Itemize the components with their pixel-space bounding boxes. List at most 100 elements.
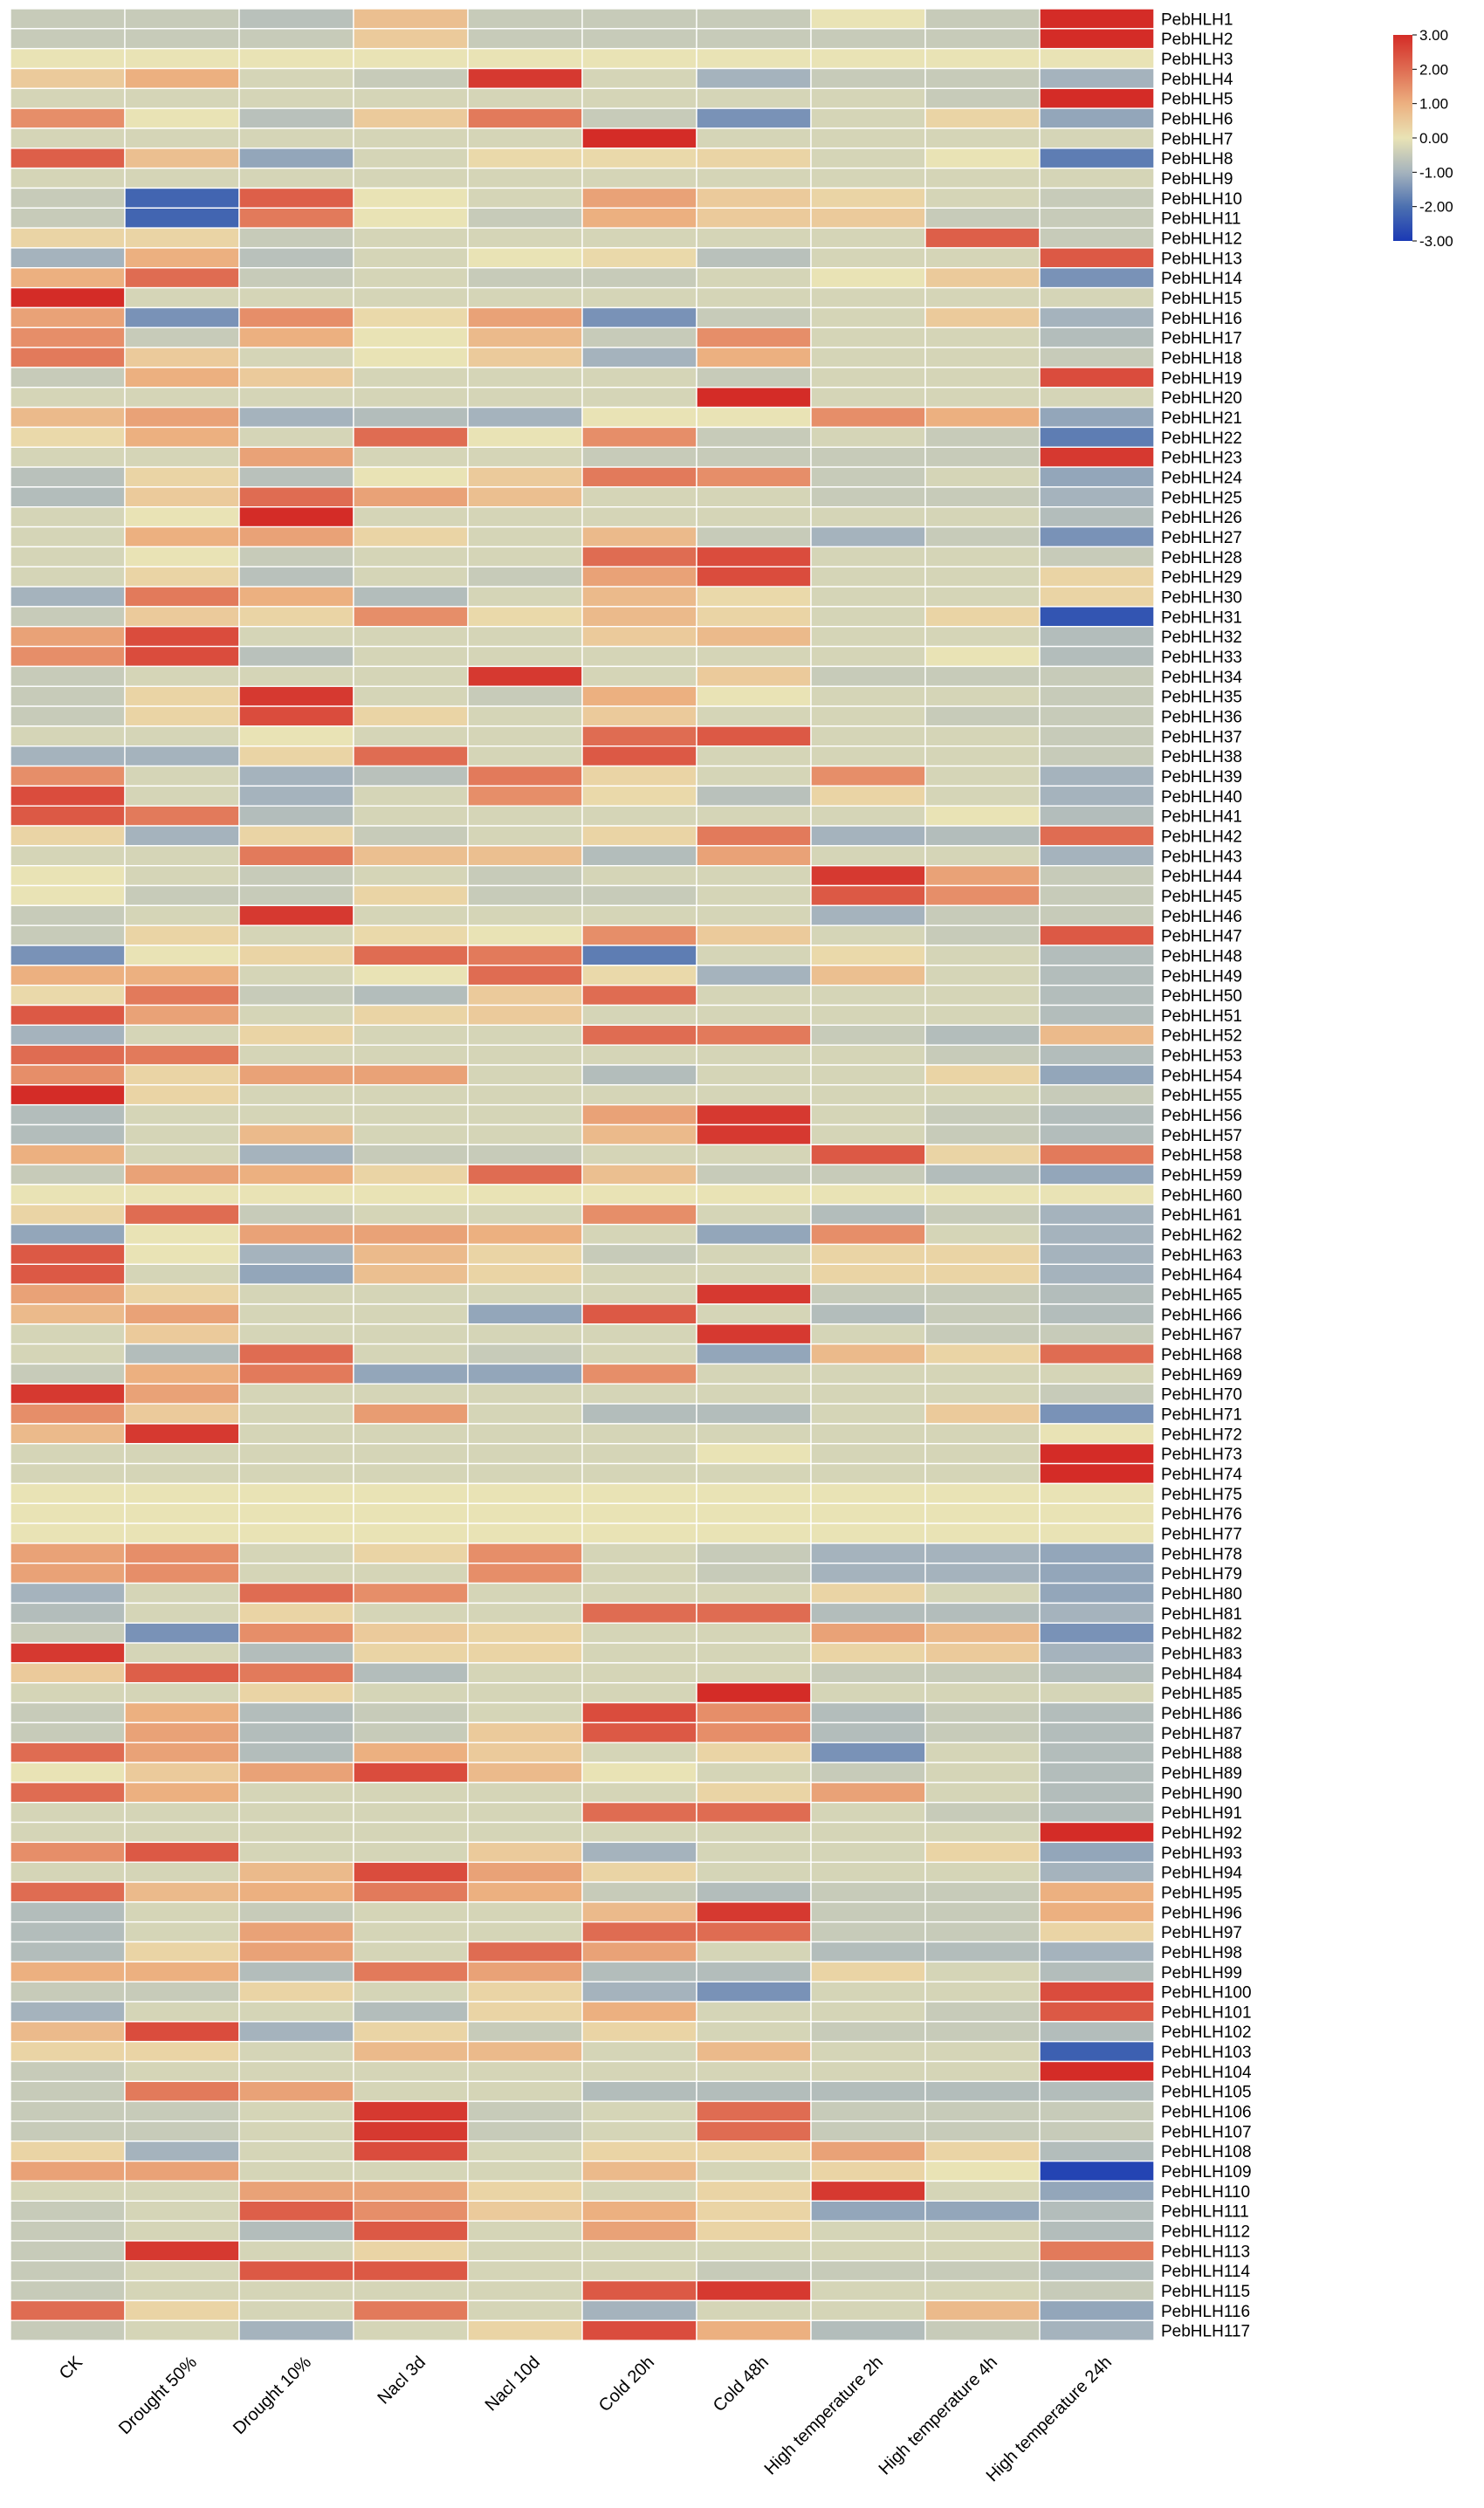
- heatmap-cell: [1039, 1064, 1155, 1086]
- heatmap-cell: [1039, 1881, 1155, 1903]
- heatmap-cell: [581, 1502, 697, 1524]
- heatmap-cell: [467, 825, 583, 847]
- heatmap-cell: [581, 187, 697, 210]
- heatmap-cell: [124, 1084, 240, 1106]
- heatmap-cell: [238, 1881, 354, 1903]
- heatmap-cell: [353, 2220, 469, 2242]
- row-label: PebHLH75: [1161, 1486, 1242, 1504]
- heatmap-cell: [696, 1821, 812, 1844]
- row-label: PebHLH43: [1161, 848, 1242, 866]
- heatmap-cell: [238, 1323, 354, 1345]
- row-label: PebHLH56: [1161, 1107, 1242, 1125]
- heatmap-cell: [924, 1004, 1041, 1027]
- heatmap-cell: [696, 1502, 812, 1524]
- heatmap-cell: [696, 2001, 812, 2023]
- heatmap-cell: [924, 387, 1041, 409]
- heatmap-cell: [238, 1961, 354, 1982]
- heatmap-cell: [10, 705, 126, 727]
- heatmap-cell: [124, 8, 240, 30]
- heatmap-cell: [353, 546, 469, 567]
- row-label: PebHLH2: [1161, 31, 1233, 49]
- heatmap-cell: [124, 1184, 240, 1206]
- heatmap-cell: [581, 586, 697, 608]
- heatmap-cell: [1039, 1563, 1155, 1584]
- row-label: PebHLH9: [1161, 170, 1233, 189]
- heatmap-cell: [353, 1782, 469, 1804]
- heatmap-cell: [924, 347, 1041, 368]
- heatmap-cell: [924, 1343, 1041, 1365]
- heatmap-cell: [467, 148, 583, 169]
- heatmap-cell: [1039, 1762, 1155, 1783]
- heatmap-cell: [124, 2200, 240, 2222]
- heatmap-cell: [924, 526, 1041, 548]
- heatmap-cell: [810, 2040, 926, 2063]
- row-label: PebHLH79: [1161, 1565, 1242, 1584]
- heatmap-cell: [467, 1961, 583, 1982]
- heatmap-cell: [696, 1243, 812, 1265]
- heatmap-cell: [10, 1363, 126, 1385]
- heatmap-cell: [238, 107, 354, 129]
- heatmap-cell: [696, 1204, 812, 1226]
- heatmap-cell: [238, 306, 354, 328]
- heatmap-cell: [353, 864, 469, 887]
- heatmap-cell: [10, 1721, 126, 1743]
- heatmap-cell: [467, 1563, 583, 1584]
- heatmap-cell: [581, 167, 697, 189]
- heatmap-cell: [1039, 1701, 1155, 1724]
- heatmap-cell: [467, 1841, 583, 1863]
- heatmap-cell: [238, 148, 354, 169]
- row-label: PebHLH6: [1161, 111, 1233, 129]
- heatmap-cell: [238, 1443, 354, 1465]
- heatmap-cell: [124, 546, 240, 567]
- heatmap-cell: [238, 227, 354, 249]
- heatmap-cell: [696, 1462, 812, 1485]
- heatmap-cell: [353, 446, 469, 468]
- heatmap-cell: [810, 1662, 926, 1684]
- heatmap-cell: [581, 665, 697, 687]
- heatmap-cell: [810, 1981, 926, 2003]
- heatmap-cell: [124, 1941, 240, 1963]
- heatmap-cell: [353, 1821, 469, 1844]
- heatmap-cell: [581, 805, 697, 827]
- heatmap-cell: [124, 984, 240, 1007]
- heatmap-cell: [810, 148, 926, 169]
- heatmap-cell: [353, 665, 469, 687]
- heatmap-cell: [696, 825, 812, 847]
- heatmap-cell: [581, 1024, 697, 1046]
- heatmap-cell: [467, 187, 583, 210]
- row-label: PebHLH22: [1161, 429, 1242, 448]
- heatmap-cell: [238, 2100, 354, 2122]
- heatmap-cell: [10, 1522, 126, 1544]
- heatmap-cell: [467, 1144, 583, 1165]
- heatmap-cell: [696, 2140, 812, 2162]
- heatmap-cell: [696, 924, 812, 946]
- heatmap-cell: [696, 1044, 812, 1066]
- heatmap-cell: [810, 2180, 926, 2202]
- heatmap-cell: [581, 326, 697, 348]
- row-label: PebHLH18: [1161, 350, 1242, 368]
- heatmap-cell: [238, 1762, 354, 1783]
- row-label: PebHLH50: [1161, 987, 1242, 1006]
- heatmap-cell: [696, 247, 812, 269]
- heatmap-cell: [810, 466, 926, 488]
- heatmap-cell: [1039, 107, 1155, 129]
- heatmap-cell: [924, 1701, 1041, 1724]
- heatmap-cell: [810, 864, 926, 887]
- column-label: High temperature 4h: [876, 2353, 1001, 2478]
- heatmap-cell: [581, 1762, 697, 1783]
- heatmap-cell: [1039, 965, 1155, 986]
- heatmap-cell: [238, 1044, 354, 1066]
- heatmap-cell: [924, 1084, 1041, 1106]
- heatmap-cell: [696, 606, 812, 628]
- heatmap-cell: [124, 1383, 240, 1405]
- heatmap-cell: [467, 645, 583, 668]
- heatmap-cell: [353, 2240, 469, 2262]
- heatmap-cell: [467, 1443, 583, 1465]
- row-label: PebHLH57: [1161, 1127, 1242, 1145]
- heatmap-cell: [924, 207, 1041, 229]
- heatmap-cell: [10, 2240, 126, 2262]
- row-label: PebHLH33: [1161, 649, 1242, 667]
- heatmap-cell: [10, 645, 126, 668]
- heatmap-cell: [581, 2220, 697, 2242]
- heatmap-cell: [124, 2100, 240, 2122]
